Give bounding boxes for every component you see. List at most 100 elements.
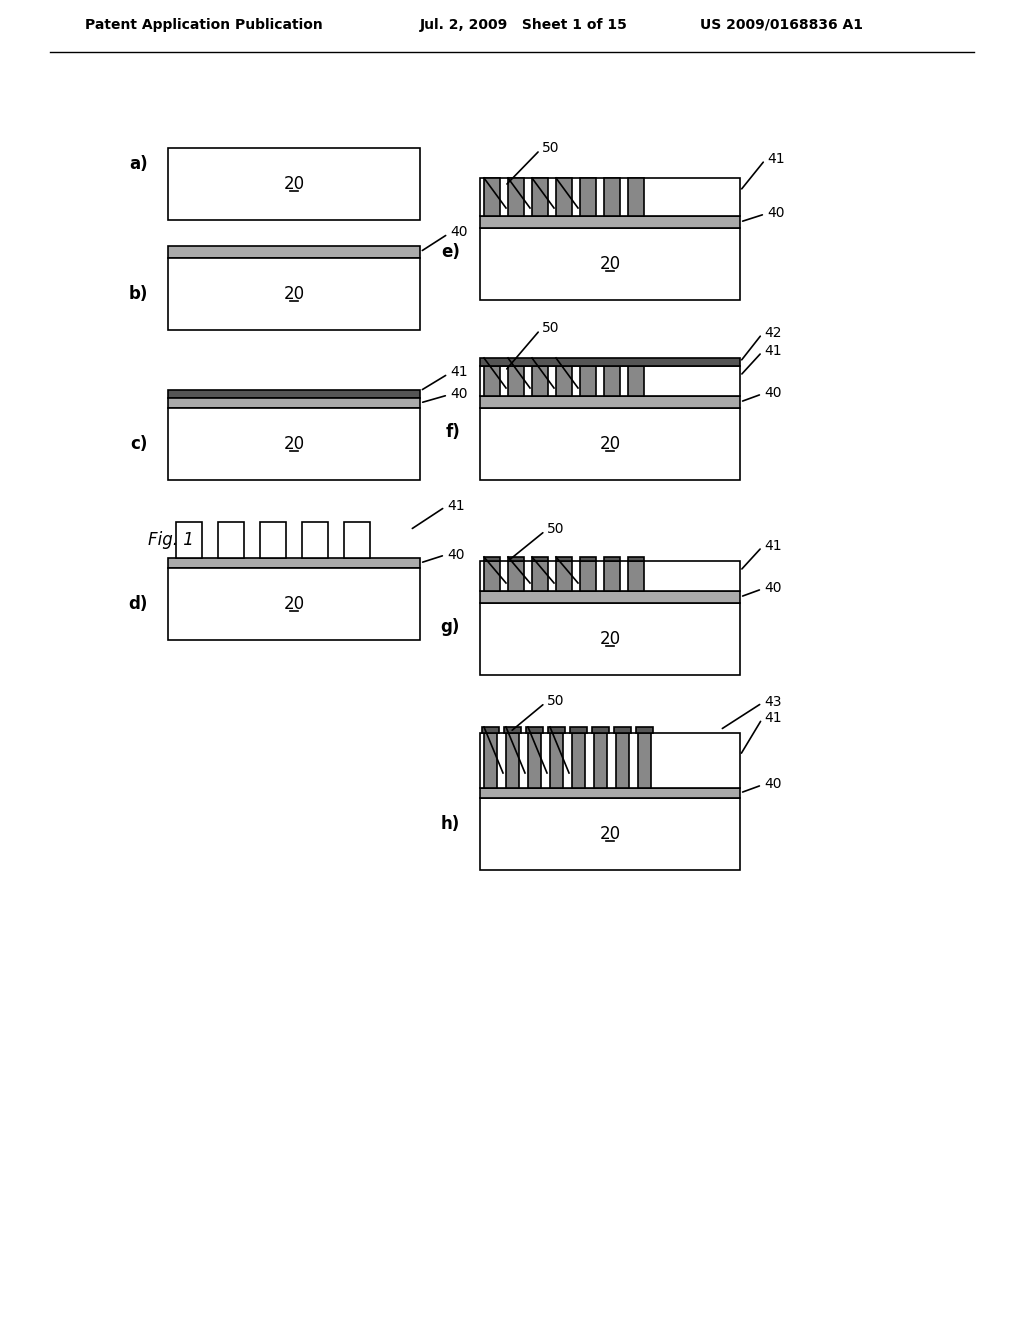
FancyBboxPatch shape bbox=[480, 788, 740, 799]
FancyBboxPatch shape bbox=[508, 561, 524, 591]
FancyBboxPatch shape bbox=[614, 727, 631, 733]
FancyBboxPatch shape bbox=[482, 727, 499, 733]
FancyBboxPatch shape bbox=[480, 396, 740, 408]
FancyBboxPatch shape bbox=[480, 733, 740, 788]
FancyBboxPatch shape bbox=[532, 366, 548, 396]
Text: 41: 41 bbox=[764, 711, 781, 725]
FancyBboxPatch shape bbox=[480, 799, 740, 870]
Text: 20: 20 bbox=[599, 255, 621, 273]
Text: h): h) bbox=[440, 814, 460, 833]
Text: 43: 43 bbox=[764, 696, 781, 709]
Text: Jul. 2, 2009   Sheet 1 of 15: Jul. 2, 2009 Sheet 1 of 15 bbox=[420, 18, 628, 32]
FancyBboxPatch shape bbox=[580, 561, 596, 591]
FancyBboxPatch shape bbox=[636, 727, 653, 733]
FancyBboxPatch shape bbox=[484, 561, 500, 591]
FancyBboxPatch shape bbox=[604, 178, 620, 216]
Text: 40: 40 bbox=[764, 777, 781, 791]
Text: 40: 40 bbox=[764, 581, 781, 595]
Text: 20: 20 bbox=[599, 825, 621, 843]
FancyBboxPatch shape bbox=[168, 408, 420, 480]
Text: 40: 40 bbox=[450, 387, 468, 401]
FancyBboxPatch shape bbox=[504, 727, 521, 733]
Text: 50: 50 bbox=[547, 521, 564, 536]
FancyBboxPatch shape bbox=[218, 521, 244, 558]
Text: 41: 41 bbox=[447, 499, 465, 513]
FancyBboxPatch shape bbox=[580, 557, 596, 561]
FancyBboxPatch shape bbox=[532, 561, 548, 591]
FancyBboxPatch shape bbox=[302, 521, 328, 558]
FancyBboxPatch shape bbox=[480, 358, 740, 366]
FancyBboxPatch shape bbox=[532, 557, 548, 561]
FancyBboxPatch shape bbox=[260, 521, 286, 558]
FancyBboxPatch shape bbox=[532, 178, 548, 216]
FancyBboxPatch shape bbox=[548, 727, 565, 733]
Text: 40: 40 bbox=[447, 548, 465, 562]
Text: 41: 41 bbox=[764, 345, 781, 358]
Text: 20: 20 bbox=[284, 176, 304, 193]
Text: g): g) bbox=[440, 618, 460, 636]
FancyBboxPatch shape bbox=[168, 257, 420, 330]
Text: 50: 50 bbox=[547, 694, 564, 708]
FancyBboxPatch shape bbox=[480, 591, 740, 603]
FancyBboxPatch shape bbox=[480, 561, 740, 591]
Text: 20: 20 bbox=[284, 436, 304, 453]
Text: 20: 20 bbox=[599, 630, 621, 648]
Text: 41: 41 bbox=[764, 539, 781, 553]
Text: 40: 40 bbox=[450, 224, 468, 239]
Text: e): e) bbox=[441, 243, 460, 261]
FancyBboxPatch shape bbox=[604, 366, 620, 396]
FancyBboxPatch shape bbox=[526, 727, 543, 733]
Text: 50: 50 bbox=[542, 321, 559, 335]
FancyBboxPatch shape bbox=[506, 733, 519, 788]
Text: 41: 41 bbox=[450, 366, 468, 379]
Text: 20: 20 bbox=[599, 436, 621, 453]
Text: 40: 40 bbox=[764, 385, 781, 400]
FancyBboxPatch shape bbox=[556, 366, 572, 396]
FancyBboxPatch shape bbox=[480, 408, 740, 480]
FancyBboxPatch shape bbox=[480, 216, 740, 228]
FancyBboxPatch shape bbox=[550, 733, 563, 788]
FancyBboxPatch shape bbox=[168, 389, 420, 399]
Text: 50: 50 bbox=[542, 141, 559, 154]
FancyBboxPatch shape bbox=[168, 568, 420, 640]
FancyBboxPatch shape bbox=[480, 603, 740, 675]
Text: US 2009/0168836 A1: US 2009/0168836 A1 bbox=[700, 18, 863, 32]
Text: 40: 40 bbox=[767, 206, 784, 220]
FancyBboxPatch shape bbox=[580, 178, 596, 216]
Text: c): c) bbox=[131, 436, 148, 453]
Text: f): f) bbox=[445, 422, 460, 441]
FancyBboxPatch shape bbox=[480, 178, 740, 216]
FancyBboxPatch shape bbox=[484, 733, 497, 788]
FancyBboxPatch shape bbox=[344, 521, 370, 558]
FancyBboxPatch shape bbox=[508, 366, 524, 396]
Text: d): d) bbox=[129, 595, 148, 612]
FancyBboxPatch shape bbox=[604, 561, 620, 591]
FancyBboxPatch shape bbox=[168, 399, 420, 408]
Text: 42: 42 bbox=[764, 326, 781, 341]
FancyBboxPatch shape bbox=[168, 558, 420, 568]
Text: Patent Application Publication: Patent Application Publication bbox=[85, 18, 323, 32]
Text: 20: 20 bbox=[284, 595, 304, 612]
FancyBboxPatch shape bbox=[628, 557, 644, 561]
FancyBboxPatch shape bbox=[528, 733, 541, 788]
FancyBboxPatch shape bbox=[572, 733, 585, 788]
FancyBboxPatch shape bbox=[604, 557, 620, 561]
FancyBboxPatch shape bbox=[570, 727, 587, 733]
FancyBboxPatch shape bbox=[480, 228, 740, 300]
FancyBboxPatch shape bbox=[616, 733, 629, 788]
FancyBboxPatch shape bbox=[480, 366, 740, 396]
FancyBboxPatch shape bbox=[594, 733, 607, 788]
FancyBboxPatch shape bbox=[628, 366, 644, 396]
FancyBboxPatch shape bbox=[628, 178, 644, 216]
FancyBboxPatch shape bbox=[484, 178, 500, 216]
FancyBboxPatch shape bbox=[508, 557, 524, 561]
FancyBboxPatch shape bbox=[556, 561, 572, 591]
FancyBboxPatch shape bbox=[508, 178, 524, 216]
FancyBboxPatch shape bbox=[580, 366, 596, 396]
FancyBboxPatch shape bbox=[176, 521, 202, 558]
FancyBboxPatch shape bbox=[556, 557, 572, 561]
Text: 41: 41 bbox=[767, 152, 784, 166]
Text: b): b) bbox=[129, 285, 148, 304]
Text: a): a) bbox=[129, 154, 148, 173]
FancyBboxPatch shape bbox=[168, 148, 420, 220]
